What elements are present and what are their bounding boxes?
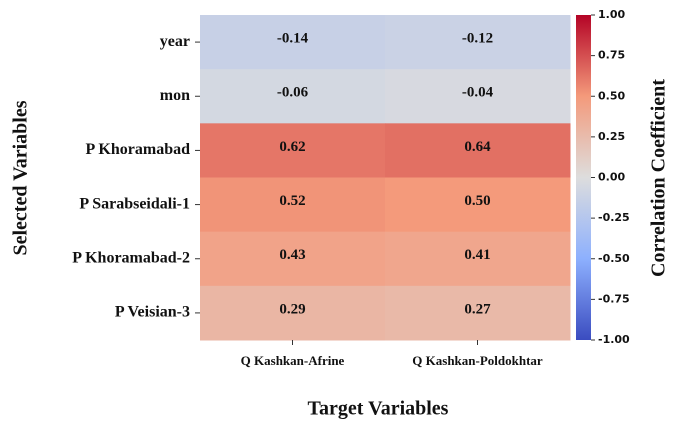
cell-label: 0.50 [464, 193, 490, 209]
cell-label: 0.43 [279, 247, 305, 263]
y-tick-label: mon [160, 87, 190, 104]
x-axis-label: Target Variables [308, 398, 449, 420]
y-axis-label: Selected Variables [10, 100, 32, 255]
heatmap-cell [385, 15, 571, 70]
heatmap-cell [385, 123, 571, 178]
colorbar-tick-label: 0.50 [598, 89, 625, 102]
cell-label: 0.62 [279, 139, 305, 155]
cell-label: 0.52 [279, 193, 305, 209]
heatmap-cell [385, 231, 571, 287]
colorbar-label: Correlation Coefficient [648, 79, 670, 277]
colorbar-tick-label: -0.25 [598, 211, 630, 224]
cell-label: 0.41 [464, 247, 490, 263]
heatmap-cell [200, 123, 386, 178]
colorbar-tick-label: 0.25 [598, 130, 625, 143]
cell-label: -0.14 [277, 31, 309, 47]
heatmap-cell [200, 15, 386, 70]
y-tick-label: P Khoramabad-2 [72, 249, 190, 266]
heatmap-cell [200, 69, 386, 124]
colorbar-tick-label: 0.75 [598, 49, 625, 62]
cell-label: -0.12 [462, 31, 493, 47]
colorbar [576, 15, 591, 340]
colorbar-tick-label: -0.50 [598, 252, 630, 265]
heatmap-cell [200, 231, 386, 287]
y-tick-label: P Khoramabad [86, 141, 191, 158]
colorbar-tick-label: -0.75 [598, 292, 630, 305]
colorbar-tick-label: 1.00 [598, 8, 625, 21]
heatmap-cell [385, 177, 571, 233]
y-tick-label: P Sarabseidali-1 [79, 195, 190, 212]
y-tick-label: year [160, 33, 190, 50]
cell-label: 0.27 [464, 301, 491, 317]
cell-label: 0.64 [464, 139, 491, 155]
heatmap-cell [200, 177, 386, 233]
x-tick-label: Q Kashkan-Poldokhtar [412, 353, 543, 368]
y-tick-label: P Veisian-3 [115, 304, 190, 321]
cell-label: -0.06 [277, 85, 309, 101]
cell-label: 0.29 [279, 301, 305, 317]
colorbar-tick-label: -1.00 [598, 333, 630, 346]
x-tick-label: Q Kashkan-Afrine [241, 353, 345, 368]
heatmap-cell [385, 69, 571, 124]
heatmap-cell [200, 285, 386, 341]
colorbar-tick-label: 0.00 [598, 171, 625, 184]
cell-label: -0.04 [462, 85, 494, 101]
heatmap-cell [385, 285, 571, 341]
